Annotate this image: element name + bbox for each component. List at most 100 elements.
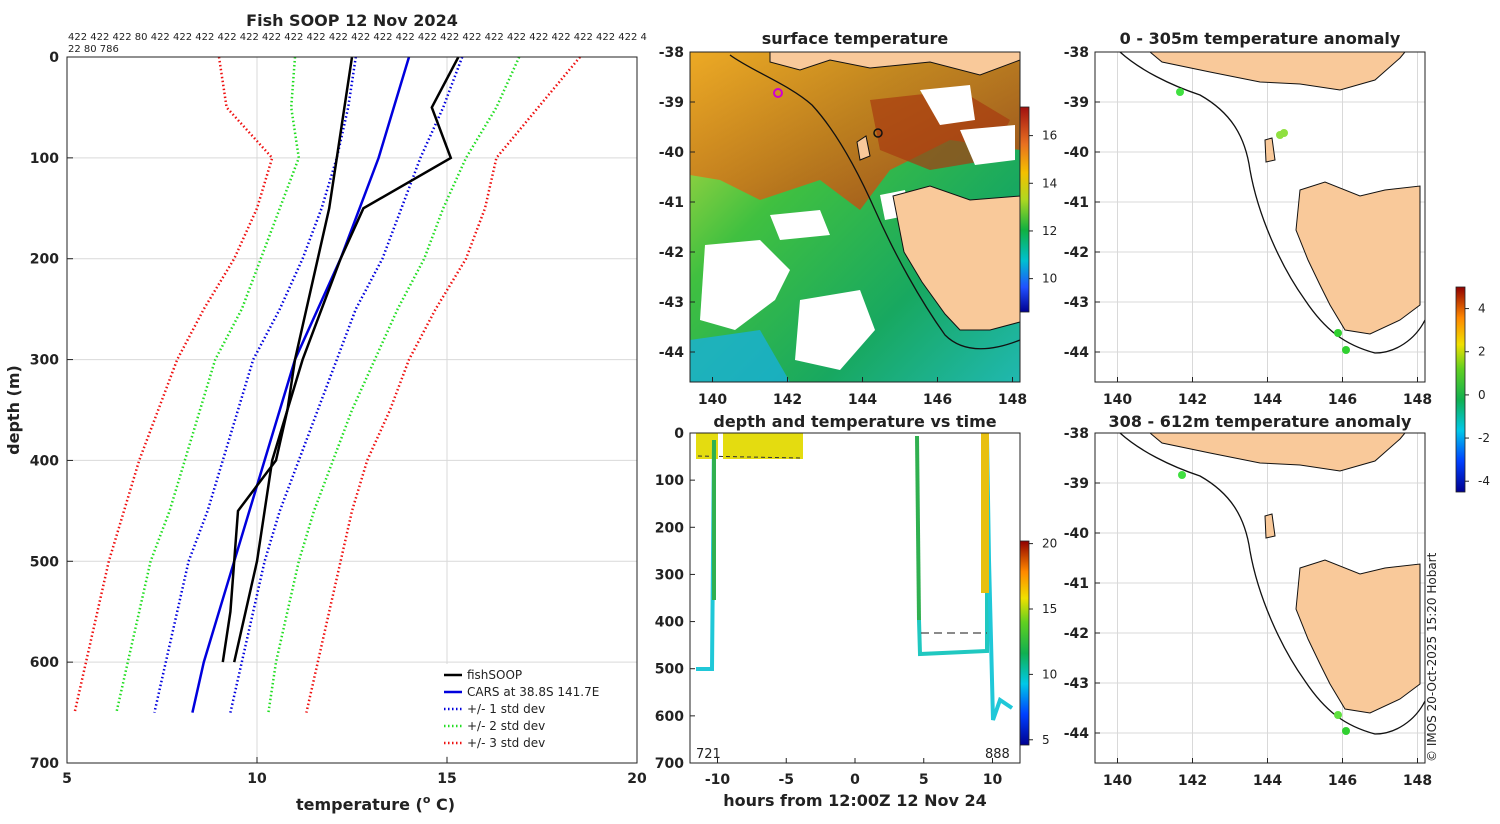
colorbar-tick-label: 10 bbox=[1042, 667, 1057, 681]
profile-y-tick-label: 500 bbox=[30, 554, 59, 570]
anom2-lon-ticks: 140 142 144 146 148 bbox=[1103, 758, 1432, 789]
depthtime-y-ticks: 0 100 200 300 400 500 600 700 bbox=[655, 426, 695, 772]
lat-tick-label: -43 bbox=[659, 295, 684, 311]
lat-tick-label: -44 bbox=[1064, 726, 1090, 742]
depthtime-x-tick-label: 5 bbox=[919, 772, 929, 788]
anom2-point-west bbox=[1178, 471, 1186, 479]
colorbar-tick-label: 10 bbox=[1042, 272, 1057, 286]
colorbar-tick-label: 5 bbox=[1042, 733, 1050, 747]
anom1-point-south-1 bbox=[1334, 329, 1342, 337]
track-surface-block-2 bbox=[723, 433, 803, 459]
colorbar-tick-label: 0 bbox=[1478, 388, 1486, 402]
depthtime-xlabel: hours from 12:00Z 12 Nov 24 bbox=[723, 791, 986, 810]
colorbar-tick-label: 16 bbox=[1042, 129, 1057, 143]
sst-shelf-contour bbox=[729, 54, 1021, 350]
profile-line-cars-at-38-8s-141-7e bbox=[191, 56, 411, 713]
depthtime-x-tick-label: 0 bbox=[850, 772, 860, 788]
lon-tick-label: 140 bbox=[1103, 773, 1132, 789]
anomaly-colorbar bbox=[1455, 286, 1466, 493]
anom2-tasmania bbox=[1295, 559, 1421, 714]
anom1-lat-ticks: -38 -39 -40 -41 -42 -43 -44 bbox=[1064, 45, 1100, 361]
profile-y-tick-label: 700 bbox=[30, 756, 59, 772]
anom2-king-island bbox=[1264, 513, 1276, 539]
profile-x-tick-label: 15 bbox=[437, 771, 456, 787]
legend-box bbox=[437, 664, 625, 756]
colorbar-tick-label: 15 bbox=[1042, 602, 1057, 616]
lon-tick-label: 144 bbox=[1253, 773, 1282, 789]
profile-xlabel-sup: o bbox=[423, 793, 431, 806]
sst-panel: surface temperature -38 -39 -40 -41 -42 -43 -4… bbox=[659, 29, 1058, 408]
lon-tick-label: 144 bbox=[848, 392, 877, 408]
profile-x-tick-label: 5 bbox=[62, 771, 72, 787]
anom2-panel: 308 - 612m temperature anomaly -38 -39 -40… bbox=[1064, 412, 1432, 789]
depthtime-right-label: 888 bbox=[985, 747, 1010, 762]
depthtime-y-tick-label: 400 bbox=[655, 615, 684, 631]
anom2-shelf-contour bbox=[1119, 432, 1426, 735]
anom1-point-south-2 bbox=[1342, 346, 1350, 354]
lon-tick-label: 144 bbox=[1253, 392, 1282, 408]
profile-line--1-std-dev bbox=[229, 56, 464, 713]
track-descent-2 bbox=[915, 435, 921, 621]
profile-x-tick-label: 20 bbox=[627, 771, 647, 787]
colorbar-tick-label: 20 bbox=[1042, 537, 1057, 551]
profile-y-ticks: 0 100 200 300 400 500 600 700 bbox=[30, 50, 73, 772]
sst-colorbar-ticks: 16 14 12 10 bbox=[1029, 129, 1057, 286]
profile-y-tick-label: 100 bbox=[30, 151, 59, 167]
anom1-axes-frame bbox=[1094, 51, 1426, 383]
lon-tick-label: 148 bbox=[998, 392, 1027, 408]
lat-tick-label: -41 bbox=[1064, 195, 1089, 211]
depthtime-x-tick-label: 10 bbox=[983, 772, 1003, 788]
anomaly-colorbar-ticks: 4 2 0 -2 -4 bbox=[1465, 302, 1490, 488]
legend-label-3std: +/- 3 std dev bbox=[467, 736, 545, 750]
anom2-title: 308 - 612m temperature anomaly bbox=[1109, 412, 1412, 431]
anom2-point-south-2 bbox=[1342, 727, 1350, 735]
profile-x-ticks: 5 10 15 20 bbox=[62, 757, 647, 787]
lat-tick-label: -39 bbox=[659, 95, 684, 111]
legend-label-2std: +/- 2 std dev bbox=[467, 719, 545, 733]
depthtime-panel: depth and temperature vs time -10 -5 0 5 10 … bbox=[655, 412, 1058, 810]
depthtime-y-tick-label: 100 bbox=[655, 473, 684, 489]
sst-tasmania bbox=[892, 185, 1021, 331]
colorbar-tick-label: 4 bbox=[1478, 302, 1486, 316]
lat-tick-label: -44 bbox=[1064, 345, 1090, 361]
lon-tick-label: 148 bbox=[1403, 773, 1432, 789]
anom1-mainland bbox=[1148, 51, 1407, 91]
profile-y-tick-label: 200 bbox=[30, 252, 59, 268]
sst-cloud-gaps bbox=[700, 85, 1015, 370]
profile-line-fishsoop bbox=[221, 56, 354, 663]
depthtime-x-tick-label: -5 bbox=[778, 772, 794, 788]
lat-tick-label: -39 bbox=[1064, 95, 1089, 111]
sst-king-island bbox=[856, 135, 871, 161]
track-warm-column bbox=[981, 433, 989, 593]
depthtime-tracks bbox=[696, 433, 1014, 721]
track-bottom-2 bbox=[917, 436, 989, 657]
lat-tick-label: -40 bbox=[659, 145, 685, 161]
lat-tick-label: -42 bbox=[1064, 626, 1089, 642]
profile-y-tick-label: 400 bbox=[30, 453, 59, 469]
depthtime-title: depth and temperature vs time bbox=[713, 412, 996, 431]
credit-text: © IMOS 20-Oct-2025 15:20 Hobart bbox=[1425, 552, 1439, 762]
colorbar-tick-label: -2 bbox=[1478, 431, 1490, 445]
sst-cold-patch bbox=[690, 330, 790, 382]
profile-annotation-line1: 422 422 422 80 422 422 422 422 422 422 4… bbox=[68, 32, 647, 43]
track-descent-1 bbox=[696, 439, 716, 671]
anom1-point-king-2 bbox=[1280, 129, 1288, 137]
anom1-king-island bbox=[1264, 137, 1276, 163]
anom2-point-south-1 bbox=[1334, 711, 1342, 719]
depthtime-y-tick-label: 300 bbox=[655, 567, 684, 583]
lon-tick-label: 142 bbox=[1178, 392, 1207, 408]
lat-tick-label: -40 bbox=[1064, 145, 1090, 161]
sst-colorbar bbox=[1019, 106, 1030, 313]
profile-y-tick-label: 600 bbox=[30, 655, 59, 671]
anom1-panel: 0 - 305m temperature anomaly -38 -39 -40 -4… bbox=[1064, 29, 1432, 408]
depthtime-y-tick-label: 700 bbox=[655, 756, 684, 772]
lat-tick-label: -43 bbox=[1064, 295, 1089, 311]
profile-line--3-std-dev bbox=[73, 56, 274, 713]
colorbar-tick-label: -4 bbox=[1478, 474, 1490, 488]
sst-lon-ticks: 140 142 144 146 148 bbox=[698, 377, 1027, 408]
anom1-lon-ticks: 140 142 144 146 148 bbox=[1103, 377, 1432, 408]
colorbar-tick-label: 2 bbox=[1478, 345, 1486, 359]
profile-xlabel-unit: C) bbox=[430, 795, 455, 814]
lon-tick-label: 146 bbox=[923, 392, 952, 408]
